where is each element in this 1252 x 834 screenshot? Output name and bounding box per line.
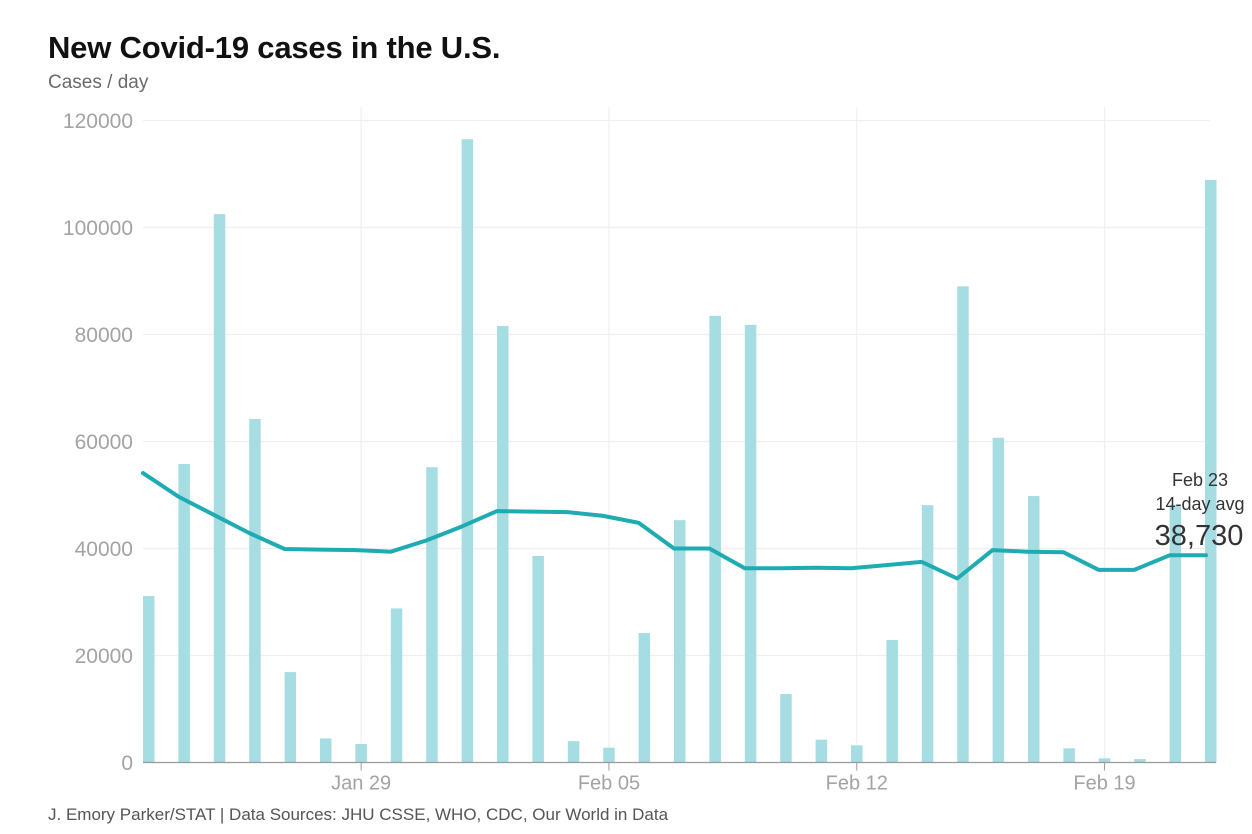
bar [320,738,332,763]
y-tick-label: 80000 [75,324,133,347]
bar [355,743,367,763]
bar [1028,496,1040,763]
y-tick-label: 100000 [63,217,133,240]
bar [567,741,580,763]
bar [426,467,438,763]
x-axis-tick-labels: Jan 29 Feb 05 Feb 12 Feb 19 [331,773,1136,795]
annotation-value: 38,730 [1155,520,1244,552]
bar [638,633,651,763]
bar [815,739,828,763]
bar-series [143,139,1217,763]
annotation-date: Feb 23 [1172,470,1228,490]
bar [284,672,297,763]
y-tick-label: 0 [121,752,133,775]
annotation-label: 14-day avg [1155,494,1244,514]
chart-subtitle: Cases / day [48,72,149,93]
bar [744,324,757,763]
bar [957,286,969,763]
source-credit: J. Emory Parker/STAT | Data Sources: JHU… [48,805,669,824]
x-tick-label: Jan 29 [331,773,391,795]
x-tick-label: Feb 12 [826,773,888,795]
bar [213,214,226,763]
bar [1205,179,1217,763]
bar [1134,759,1146,763]
y-axis-tick-labels: 0 20000 40000 60000 80000 100000 120000 [63,110,133,775]
y-tick-label: 20000 [75,645,133,668]
y-tick-label: 60000 [75,431,133,454]
bar [674,520,686,763]
bar [1063,748,1075,763]
bar [390,608,403,763]
bar [886,639,898,763]
chart-title: New Covid-19 cases in the U.S. [48,30,501,65]
bar [461,139,474,763]
bar [1098,758,1111,763]
y-tick-label: 120000 [63,110,133,133]
x-gridlines [360,107,1106,763]
bar [851,745,863,763]
bar [143,596,155,763]
bar [532,555,544,763]
line-series [141,471,1208,581]
bar [780,694,792,763]
y-tick-label: 40000 [75,538,133,561]
bar [497,325,509,763]
bar [603,747,615,763]
x-tick-label: Feb 19 [1073,773,1135,795]
bar [178,463,190,763]
x-axis [143,761,1216,771]
bar [1169,504,1182,763]
avg-line [141,471,1208,581]
bar [992,437,1005,763]
annotation: Feb 23 14-day avg 38,730 [1155,470,1245,552]
x-tick-label: Feb 05 [578,773,640,795]
bar [249,419,261,763]
bar [921,505,934,763]
bar [709,315,721,763]
